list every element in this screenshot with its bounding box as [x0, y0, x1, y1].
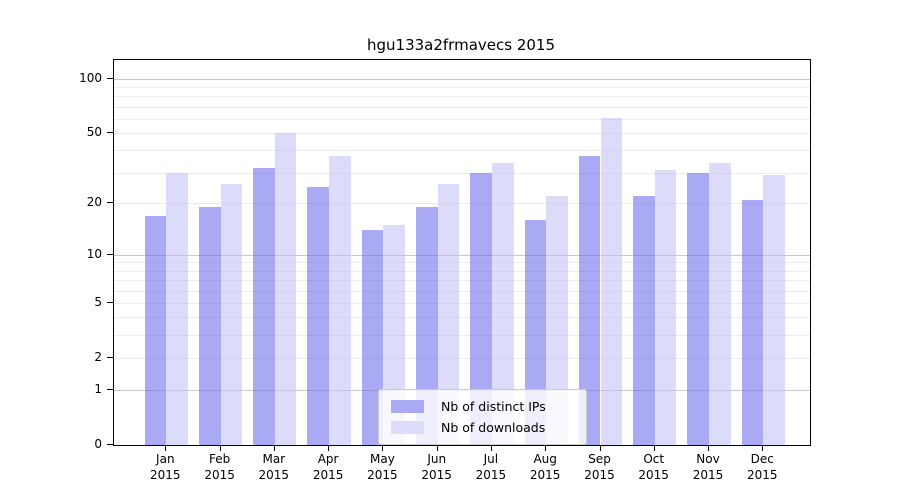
x-tick: [708, 445, 709, 451]
legend-swatch-downloads: [391, 421, 424, 434]
y-tick-label-5: 5: [94, 294, 102, 309]
gridline-minor: [114, 106, 810, 108]
y-tick-label-50: 50: [86, 125, 102, 139]
bar-distinct-ips-nov: [687, 172, 709, 445]
bar-distinct-ips-mar: [253, 167, 275, 445]
x-tick-label-sep: Sep 2015: [584, 452, 615, 482]
gridline-minor: [114, 290, 810, 292]
bar-downloads-sep: [600, 117, 623, 445]
y-tick: [107, 389, 113, 390]
y-tick-label-1: 1: [94, 382, 102, 396]
gridline-minor: [114, 172, 810, 174]
gridline-minor: [114, 302, 810, 304]
gridline-minor: [114, 317, 810, 319]
gridline-minor: [114, 270, 810, 272]
bar-distinct-ips-sep: [578, 156, 601, 445]
bar-downloads-jul: [491, 162, 514, 445]
x-tick-label-aug: Aug 2015: [529, 452, 561, 482]
bar-distinct-ips-jul: [470, 172, 492, 445]
y-tick-label-100: 100: [79, 70, 102, 85]
bar-distinct-ips-may: [361, 230, 384, 445]
bar-distinct-ips-aug: [524, 220, 547, 445]
bar-downloads-dec: [763, 175, 785, 445]
x-tick: [382, 445, 384, 451]
y-tick-label-20: 20: [86, 195, 102, 210]
x-tick: [328, 445, 330, 451]
gridline-minor: [114, 335, 810, 336]
bar-downloads-aug: [546, 196, 568, 445]
gridline-minor: [114, 87, 810, 89]
x-tick-label-feb: Feb 2015: [204, 452, 235, 482]
x-tick: [762, 445, 764, 451]
bar-distinct-ips-apr: [307, 186, 330, 445]
legend-label: Nb of downloads: [441, 420, 546, 435]
gridline-minor: [114, 280, 810, 281]
x-tick: [165, 445, 167, 451]
gridline-minor: [114, 133, 810, 134]
legend: Nb of distinct IPs Nb of downloads: [378, 389, 587, 445]
y-tick: [107, 356, 113, 358]
y-tick-label-10: 10: [86, 246, 102, 261]
bar-downloads-nov: [709, 162, 731, 445]
x-tick-label-apr: Apr 2015: [312, 452, 344, 482]
y-tick: [107, 202, 113, 204]
legend-row: Nb of downloads: [391, 417, 576, 438]
y-tick: [107, 444, 113, 445]
x-tick: [653, 445, 655, 451]
y-tick: [107, 301, 113, 303]
gridline-minor: [114, 118, 810, 120]
x-tick: [436, 445, 438, 451]
gridline-major: [114, 78, 810, 80]
y-tick-label-2: 2: [94, 349, 102, 364]
x-tick: [490, 445, 492, 451]
bar-downloads-jan: [166, 172, 188, 445]
bar-downloads-apr: [329, 156, 351, 445]
bar-distinct-ips-jun: [416, 207, 438, 445]
bar-distinct-ips-dec: [741, 199, 764, 445]
gridline-minor: [114, 262, 810, 264]
y-tick: [107, 77, 113, 79]
x-tick: [219, 445, 221, 451]
x-tick-label-oct: Oct 2015: [638, 452, 669, 482]
x-tick-label-dec: Dec 2015: [747, 452, 778, 482]
x-tick: [545, 445, 547, 451]
x-tick: [599, 445, 601, 451]
y-tick-label-0: 0: [94, 437, 102, 451]
bar-distinct-ips-oct: [633, 196, 655, 445]
legend-row: Nb of distinct IPs: [391, 396, 576, 417]
x-tick-label-mar: Mar 2015: [258, 452, 290, 482]
gridline-major: [114, 254, 810, 256]
chart-title: hgu133a2frmavecs 2015: [367, 36, 555, 54]
x-tick-label-jun: Jun 2015: [421, 452, 452, 482]
legend-label: Nb of distinct IPs: [441, 399, 546, 414]
x-tick-label-may: May 2015: [367, 452, 398, 482]
y-tick: [107, 253, 113, 255]
bar-downloads-oct: [654, 170, 677, 445]
gridline-minor: [114, 150, 810, 152]
plot-area: [113, 59, 811, 446]
bar-downloads-feb: [220, 183, 243, 445]
y-tick: [107, 132, 113, 133]
x-tick-label-jul: Jul 2015: [475, 452, 507, 482]
x-tick-label-jan: Jan 2015: [150, 452, 181, 482]
gridline-minor: [114, 96, 810, 98]
bar-distinct-ips-feb: [198, 207, 221, 445]
x-tick-label-nov: Nov 2015: [692, 452, 724, 482]
bar-downloads-jun: [437, 183, 460, 445]
bar-downloads-mar: [274, 133, 297, 445]
gridline-minor: [114, 357, 810, 359]
gridline-minor: [114, 203, 810, 205]
bar-distinct-ips-jan: [144, 215, 167, 445]
legend-swatch-distinct-ips: [391, 400, 424, 413]
x-tick: [273, 445, 275, 451]
